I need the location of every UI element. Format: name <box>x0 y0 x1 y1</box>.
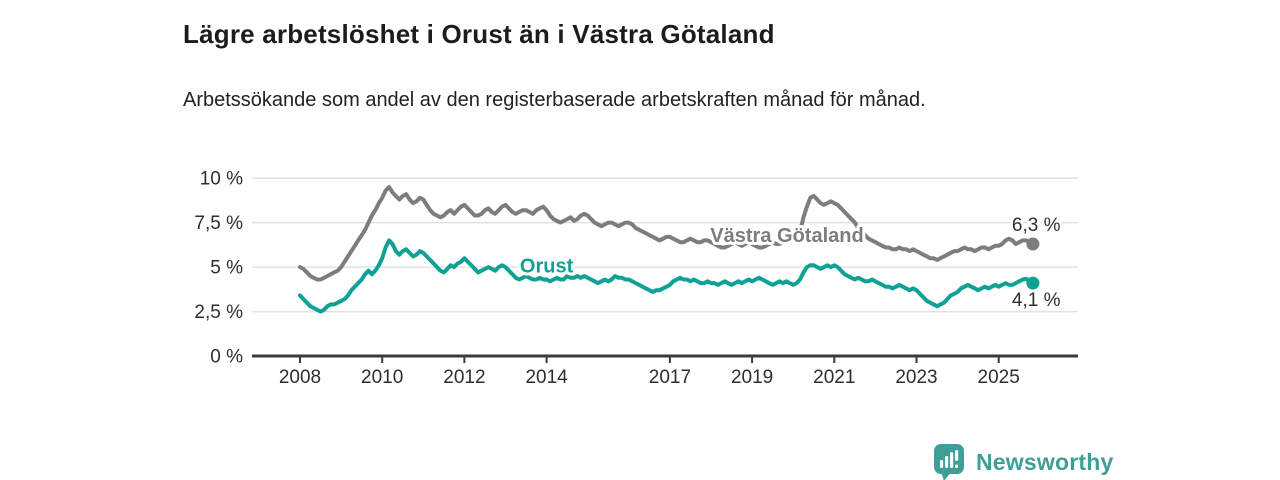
x-axis-tick-label: 2008 <box>279 367 321 388</box>
series-end-dot-orust <box>1026 276 1040 290</box>
series-end-value-vastra-gotaland: 6,3 % <box>1012 215 1061 236</box>
series-line-orust <box>298 238 1035 314</box>
y-axis-tick-label: 10 % <box>200 169 243 190</box>
y-axis-tick-label: 5 % <box>210 258 243 279</box>
series-label-orust: Orust <box>520 255 574 277</box>
series-end-value-orust: 4,1 % <box>1012 290 1061 311</box>
chart-subtitle: Arbetssökande som andel av den registerb… <box>183 89 926 111</box>
series-line-vastra-gotaland <box>298 185 1035 282</box>
x-axis-tick-label: 2017 <box>649 367 691 388</box>
y-axis-tick-label: 0 % <box>210 347 243 368</box>
line-chart: 10 % 7,5 % 5 % 2,5 % 0 % 2008 2010 2012 2014 2017… <box>180 150 1120 410</box>
newsworthy-wordmark: Newsworthy <box>976 448 1114 475</box>
y-axis-tick-label: 2,5 % <box>194 302 243 323</box>
series-label-vastra-gotaland: Västra Götaland <box>710 225 863 247</box>
page-title: Lägre arbetslöshet i Orust än i Västra G… <box>183 19 775 50</box>
y-axis-tick-label: 7,5 % <box>194 213 243 234</box>
x-axis-tick-label: 2021 <box>813 367 855 388</box>
newsworthy-logo[interactable]: Newsworthy <box>932 442 1113 480</box>
series-end-dot-vastra-gotaland <box>1026 237 1040 251</box>
newsworthy-icon <box>934 444 964 480</box>
x-axis-tick-label: 2014 <box>525 367 568 388</box>
x-axis-tick-label: 2010 <box>361 367 403 388</box>
x-axis-tick-label: 2019 <box>731 367 773 388</box>
line-chart-svg: 10 % 7,5 % 5 % 2,5 % 0 % 2008 2010 2012 2014 2017… <box>194 169 1078 388</box>
x-axis-tick-label: 2023 <box>895 367 937 388</box>
x-axis-tick-label: 2012 <box>443 367 485 388</box>
x-axis-tick-label: 2025 <box>978 367 1020 388</box>
